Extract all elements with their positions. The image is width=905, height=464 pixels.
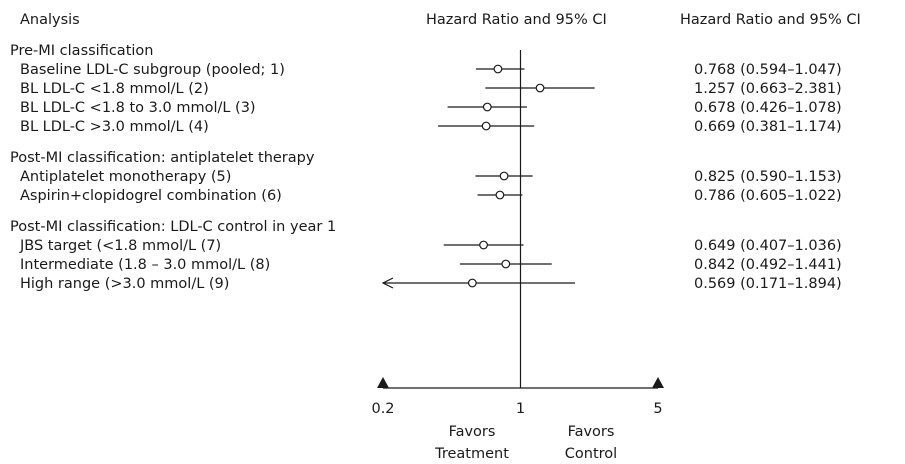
row-value: 0.825 (0.590–1.153): [694, 169, 842, 185]
row-value: 0.569 (0.171–1.894): [694, 276, 842, 292]
row-label: Antiplatelet monotherapy (5): [20, 169, 231, 185]
row-value: 1.257 (0.663–2.381): [694, 81, 842, 97]
hr-point: [499, 171, 509, 181]
row-label: JBS target (<1.8 mmol/L (7): [19, 238, 221, 254]
row-value: 0.669 (0.381–1.174): [694, 119, 842, 135]
row-value: 0.678 (0.426–1.078): [694, 100, 842, 116]
row-label: BL LDL-C <1.8 mmol/L (2): [20, 81, 209, 97]
tick-label: 5: [653, 401, 662, 417]
row-value: 0.768 (0.594–1.047): [694, 62, 842, 78]
hr-point: [467, 278, 477, 288]
favors-left-label: Treatment: [434, 446, 509, 462]
forest-rows: Pre-MI classification Baseline LDL-C subg…: [10, 43, 842, 292]
header-analysis: Analysis: [20, 12, 80, 28]
row-label: Baseline LDL-C subgroup (pooled; 1): [20, 62, 285, 78]
hr-point: [481, 121, 491, 131]
hr-point: [501, 259, 511, 269]
header-plot: Hazard Ratio and 95% CI: [426, 12, 607, 28]
header-values: Hazard Ratio and 95% CI: [680, 12, 861, 28]
row-label: High range (>3.0 mmol/L (9): [20, 276, 229, 292]
group-label: Post-MI classification: antiplatelet the…: [10, 150, 315, 166]
ci-arrow: [381, 277, 394, 289]
row-label: BL LDL-C <1.8 to 3.0 mmol/L (3): [20, 100, 256, 116]
axis-end-marker: [377, 377, 389, 388]
row-value: 0.786 (0.605–1.022): [694, 188, 842, 204]
row-label: BL LDL-C >3.0 mmol/L (4): [20, 119, 209, 135]
favors-right-label: Control: [565, 446, 617, 462]
favors-left-label: Favors: [449, 424, 496, 440]
hr-point: [482, 102, 492, 112]
hr-point: [495, 190, 505, 200]
hr-point: [479, 240, 488, 250]
x-axis: 0.2 1 5 Favors Treatment Favors Control: [371, 50, 664, 462]
tick-label: 0.2: [371, 401, 394, 417]
group-label: Post-MI classification: LDL-C control in…: [10, 219, 336, 235]
row-value: 0.842 (0.492–1.441): [694, 257, 842, 273]
row-label: Intermediate (1.8 – 3.0 mmol/L (8): [20, 257, 270, 273]
axis-end-marker: [652, 377, 664, 388]
favors-right-label: Favors: [568, 424, 615, 440]
row-label: Aspirin+clopidogrel combination (6): [20, 188, 282, 204]
hr-point: [535, 83, 545, 93]
hr-point: [493, 64, 503, 74]
row-value: 0.649 (0.407–1.036): [694, 238, 842, 254]
group-label: Pre-MI classification: [10, 43, 153, 59]
tick-label: 1: [516, 401, 525, 417]
